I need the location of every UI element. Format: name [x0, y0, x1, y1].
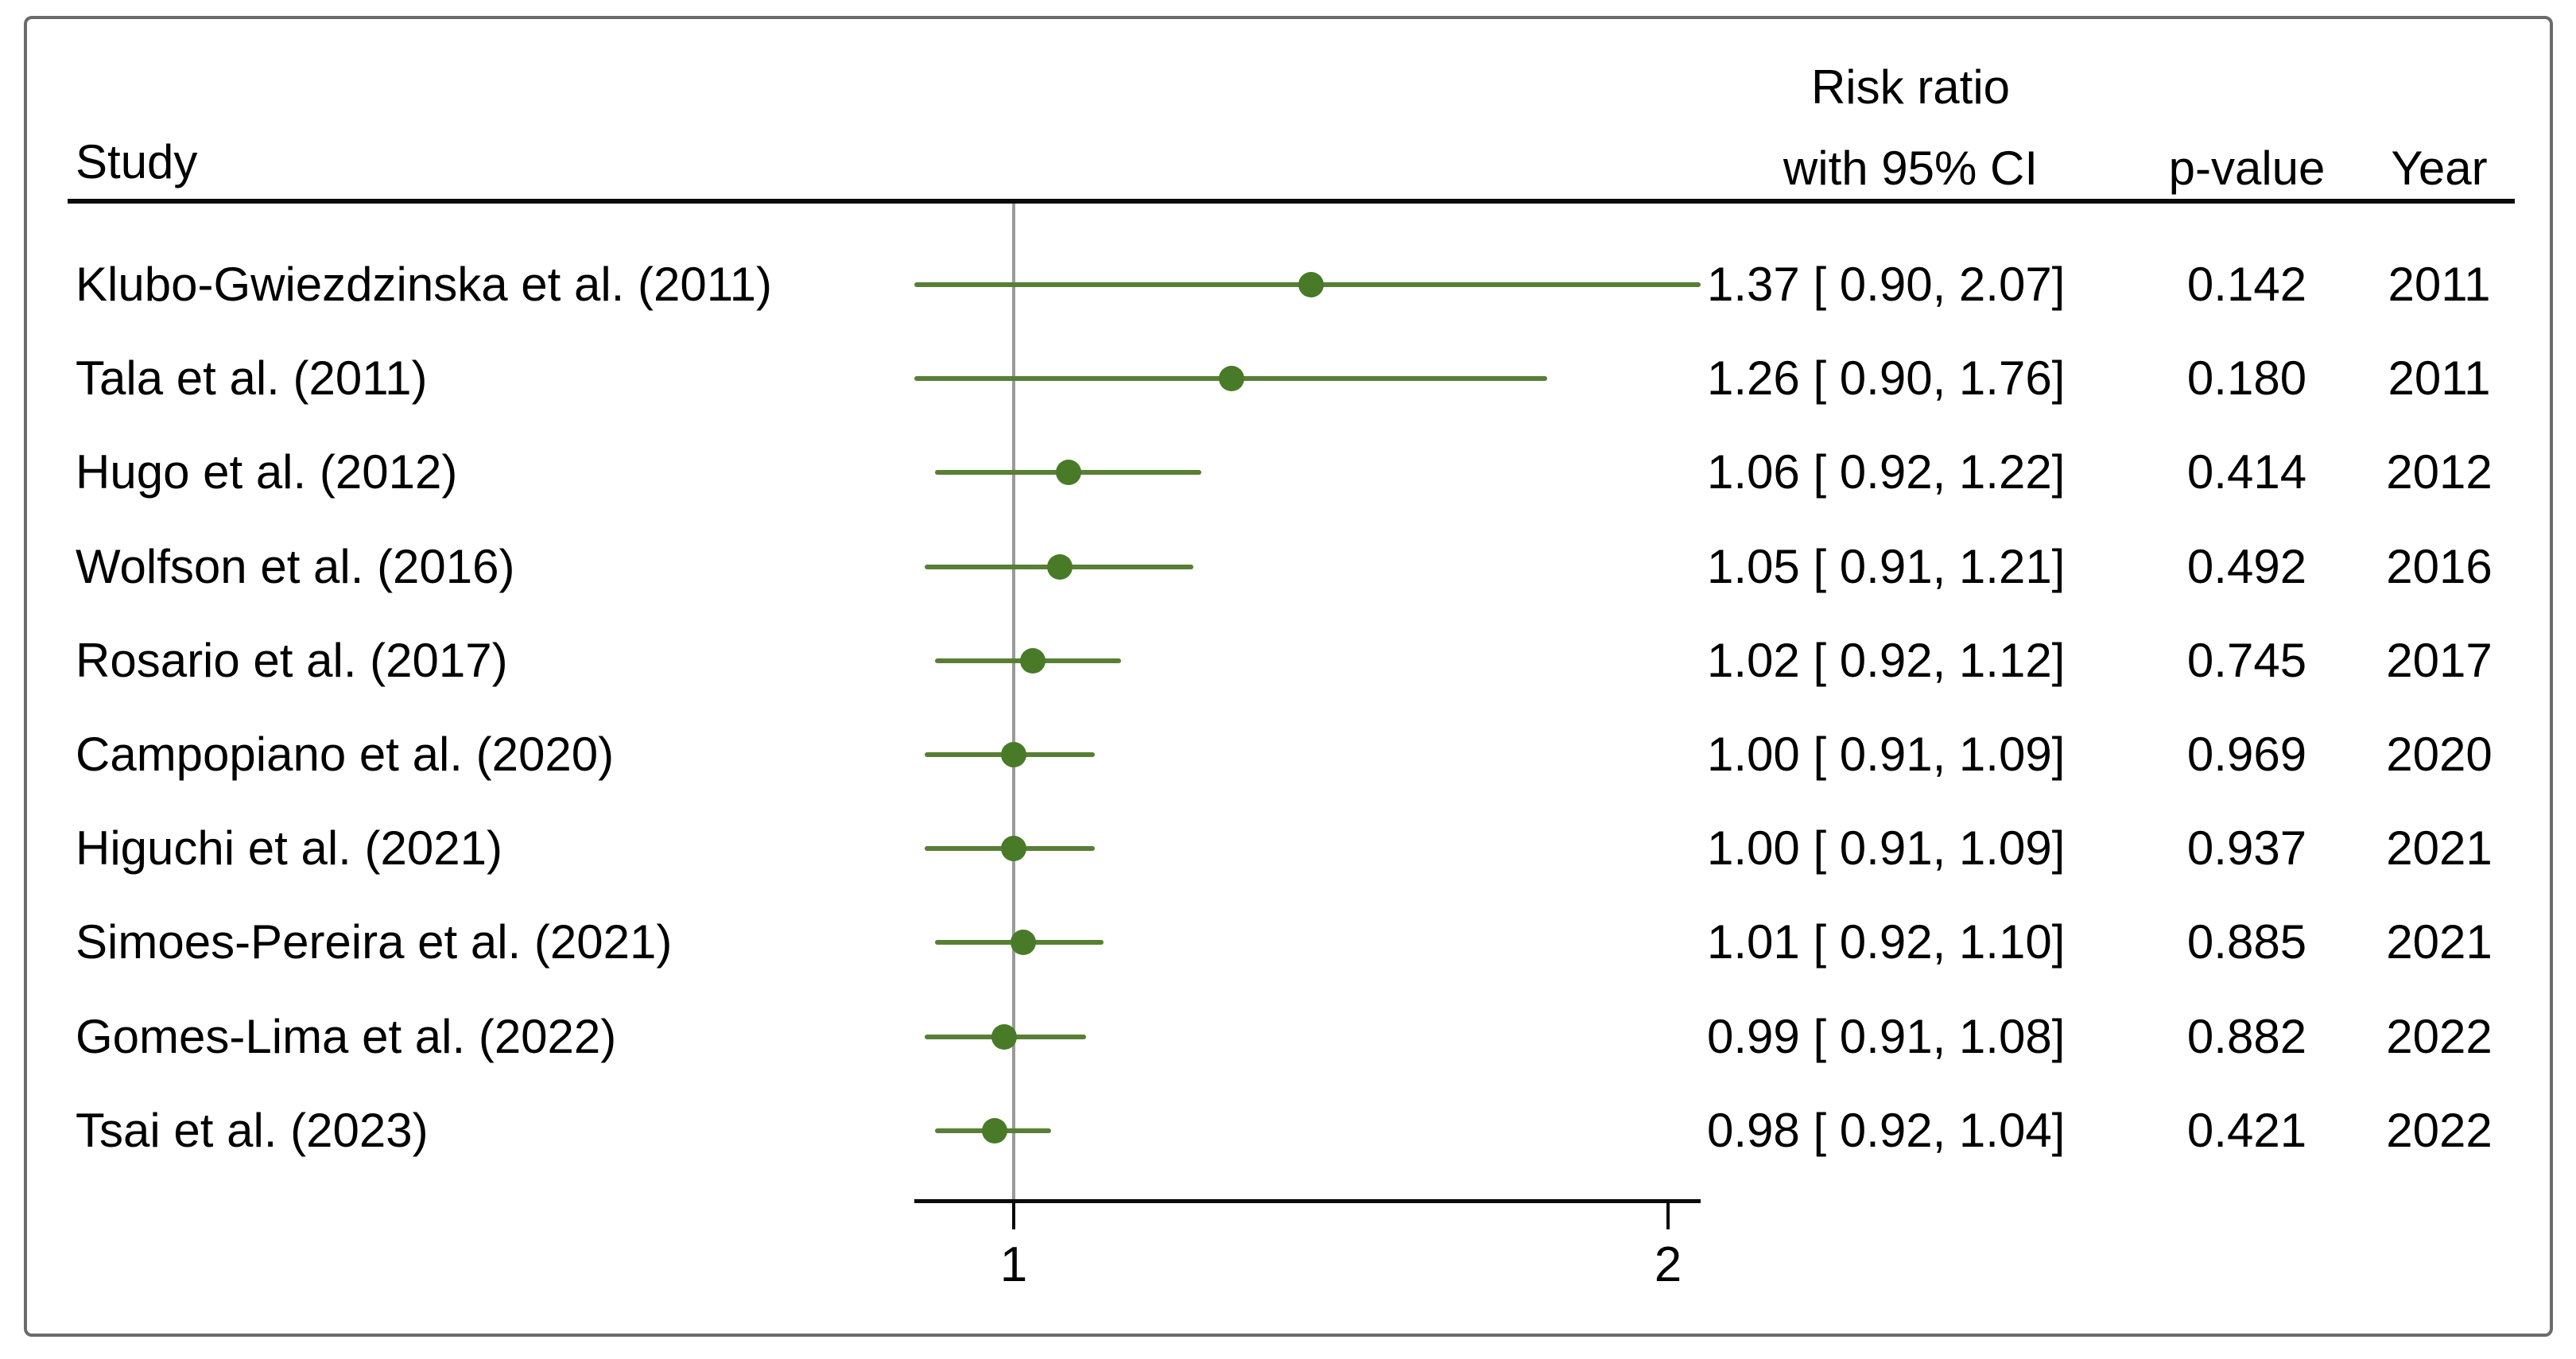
p-value: 0.969	[2186, 728, 2307, 781]
p-value: 0.937	[2186, 821, 2307, 876]
reference-line	[1012, 204, 1015, 1199]
x-tick-label: 1	[999, 1237, 1028, 1292]
year-value: 2017	[2386, 633, 2493, 687]
study-label: Rosario et al. (2017)	[76, 633, 508, 687]
year-value: 2012	[2386, 445, 2493, 499]
x-tick	[1666, 1199, 1670, 1229]
p-value: 0.492	[2186, 539, 2307, 593]
p-value: 0.142	[2186, 258, 2307, 311]
p-value: 0.414	[2186, 445, 2307, 499]
year-value: 2011	[2388, 258, 2491, 311]
effect-value: 1.00 [ 0.91, 1.09]	[1707, 821, 2066, 876]
study-label: Hugo et al. (2012)	[76, 445, 458, 499]
effect-value: 1.06 [ 0.92, 1.22]	[1707, 445, 2066, 499]
year-value: 2016	[2386, 539, 2493, 593]
effect-marker	[1046, 553, 1073, 580]
figure-border	[24, 16, 2553, 1337]
effect-marker	[1010, 930, 1036, 956]
p-value: 0.882	[2186, 1009, 2307, 1063]
effect-column-header-line2: with 95% CI	[1783, 142, 2039, 195]
study-label: Gomes-Lima et al. (2022)	[76, 1009, 617, 1063]
year-value: 2020	[2386, 728, 2493, 781]
effect-marker	[1001, 836, 1026, 862]
effect-marker	[982, 1117, 1007, 1144]
p-value: 0.180	[2186, 351, 2307, 406]
x-tick-label: 2	[1654, 1237, 1682, 1292]
effect-value: 1.26 [ 0.90, 1.76]	[1707, 351, 2066, 406]
study-label: Campopiano et al. (2020)	[76, 728, 615, 781]
effect-column-header-line1: Risk ratio	[1810, 60, 2011, 114]
p-value: 0.745	[2186, 633, 2307, 687]
study-label: Higuchi et al. (2021)	[76, 821, 502, 876]
pvalue-column-header: p-value	[2168, 142, 2326, 195]
effect-value: 1.05 [ 0.91, 1.21]	[1707, 539, 2066, 593]
year-value: 2011	[2388, 351, 2491, 406]
effect-value: 1.00 [ 0.91, 1.09]	[1707, 728, 2066, 781]
x-axis	[914, 1199, 1701, 1203]
study-label: Simoes-Pereira et al. (2021)	[76, 915, 673, 969]
effect-value: 1.01 [ 0.92, 1.10]	[1707, 915, 2066, 969]
year-column-header: Year	[2391, 142, 2488, 195]
header-rule	[68, 199, 2515, 204]
study-label: Tsai et al. (2023)	[76, 1103, 429, 1157]
study-label: Wolfson et al. (2016)	[76, 539, 515, 593]
effect-value: 1.02 [ 0.92, 1.12]	[1707, 633, 2066, 687]
effect-marker	[1219, 366, 1245, 392]
effect-marker	[1019, 647, 1046, 674]
effect-marker	[1001, 742, 1026, 767]
effect-marker	[991, 1023, 1018, 1050]
effect-marker	[1298, 272, 1324, 297]
effect-value: 0.99 [ 0.91, 1.08]	[1707, 1009, 2066, 1063]
x-tick	[1012, 1199, 1015, 1229]
year-value: 2022	[2386, 1009, 2493, 1063]
effect-marker	[1056, 460, 1082, 486]
year-value: 2022	[2386, 1103, 2493, 1157]
p-value: 0.421	[2186, 1103, 2307, 1157]
year-value: 2021	[2386, 821, 2493, 876]
study-label: Tala et al. (2011)	[76, 351, 428, 406]
effect-value: 1.37 [ 0.90, 2.07]	[1707, 258, 2066, 311]
study-label: Klubo-Gwiezdzinska et al. (2011)	[76, 258, 772, 311]
p-value: 0.885	[2186, 915, 2307, 969]
effect-value: 0.98 [ 0.92, 1.04]	[1707, 1103, 2066, 1157]
year-value: 2021	[2386, 915, 2493, 969]
study-column-header: Study	[76, 135, 198, 188]
